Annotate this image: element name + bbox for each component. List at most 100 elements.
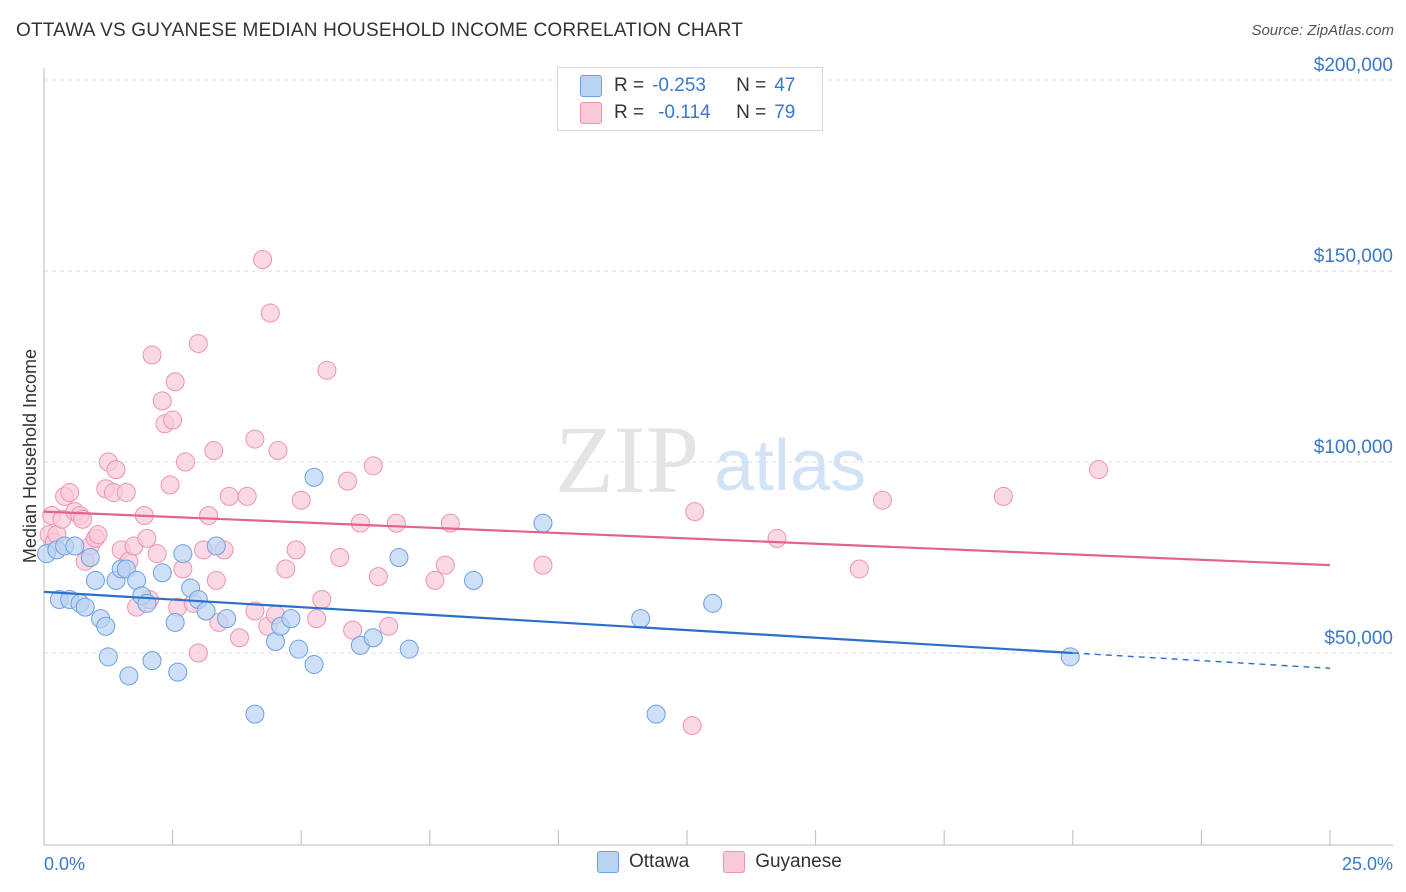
guyanese-point <box>206 570 226 590</box>
guyanese-point <box>188 334 208 354</box>
ottawa-point <box>165 612 185 632</box>
guyanese-point <box>268 441 288 461</box>
ottawa-point <box>65 536 85 556</box>
legend-label-guyanese: Guyanese <box>755 851 842 872</box>
guyanese-point <box>386 513 406 533</box>
x-tick-label: 0.0% <box>44 854 85 874</box>
guyanese-point <box>379 616 399 636</box>
guyanese-point <box>147 544 167 564</box>
guyanese-point <box>245 601 265 621</box>
guyanese-point <box>245 429 265 449</box>
ottawa-point <box>152 563 172 583</box>
ottawa-point <box>304 467 324 487</box>
r-label: R = <box>614 102 645 123</box>
guyanese-point <box>160 475 180 495</box>
guyanese-point <box>199 505 219 525</box>
guyanese-point <box>368 567 388 587</box>
ottawa-point <box>646 704 666 724</box>
guyanese-point <box>237 486 257 506</box>
ottawa-point <box>245 704 265 724</box>
y-tick-labels: $50,000 $100,000 $150,000 $200,000 <box>1314 55 1393 649</box>
legend-item-ottawa[interactable]: Ottawa <box>597 851 689 873</box>
guyanese-point <box>175 452 195 472</box>
guyanese-point <box>872 490 892 510</box>
source-label: Source: ZipAtlas.com <box>1251 22 1394 39</box>
r-value: -0.114 <box>658 102 711 123</box>
watermark-atlas: atlas <box>714 426 866 506</box>
guyanese-point <box>137 528 157 548</box>
ottawa-point <box>96 616 116 636</box>
ottawa-trend-line <box>43 590 1073 655</box>
ottawa-point <box>142 651 162 671</box>
guyanese-point <box>350 513 370 533</box>
x-tick-label: 25.0% <box>1342 854 1393 874</box>
guyanese-point <box>849 559 869 579</box>
correlation-legend: R = -0.253 N = 47 R = -0.114 N = 79 <box>557 67 823 131</box>
y-tick-label: $200,000 <box>1314 55 1393 76</box>
ottawa-point <box>631 609 651 629</box>
grid-lines <box>44 79 1393 654</box>
guyanese-swatch <box>580 102 602 124</box>
trend-lines <box>43 510 1331 669</box>
guyanese-point <box>219 486 239 506</box>
guyanese-point <box>425 570 445 590</box>
ottawa-point <box>206 536 226 556</box>
guyanese-point <box>1089 460 1109 480</box>
ottawa-point <box>703 593 723 613</box>
n-value: 47 <box>774 75 796 96</box>
guyanese-point <box>533 555 553 575</box>
chart-title: OTTAWA VS GUYANESE MEDIAN HOUSEHOLD INCO… <box>16 20 744 41</box>
guyanese-trend-line <box>43 510 1331 567</box>
watermark-zip: ZIP <box>555 406 699 513</box>
guyanese-point <box>767 528 787 548</box>
series-legend: Ottawa Guyanese <box>597 851 876 873</box>
guyanese-point <box>317 360 337 380</box>
ottawa-point <box>399 639 419 659</box>
ottawa-point <box>168 662 188 682</box>
y-axis-title: Median Household Income <box>20 349 40 563</box>
ottawa-swatch <box>580 75 602 97</box>
guyanese-point <box>312 590 332 610</box>
ottawa-point <box>464 570 484 590</box>
guyanese-swatch <box>723 851 746 873</box>
guyanese-point <box>142 345 162 365</box>
ottawa-point <box>85 570 105 590</box>
ottawa-points <box>37 467 1080 724</box>
guyanese-point <box>307 609 327 629</box>
guyanese-point <box>291 490 311 510</box>
ottawa-point <box>196 601 216 621</box>
guyanese-point <box>337 471 357 491</box>
legend-item-guyanese[interactable]: Guyanese <box>723 851 842 873</box>
ottawa-point <box>119 666 139 686</box>
guyanese-points <box>39 250 1109 736</box>
ottawa-point <box>389 548 409 567</box>
ottawa-point <box>304 654 324 674</box>
guyanese-point <box>152 391 172 411</box>
guyanese-point <box>165 372 185 392</box>
guyanese-point <box>204 441 224 461</box>
guyanese-point <box>163 410 183 430</box>
guyanese-point <box>188 643 208 663</box>
r-value: -0.253 <box>652 75 706 96</box>
guyanese-point <box>88 525 108 545</box>
guyanese-point <box>253 250 273 270</box>
guyanese-point <box>343 620 363 640</box>
legend-row-ottawa: R = -0.253 N = 47 <box>580 73 795 99</box>
guyanese-point <box>685 502 705 522</box>
ottawa-point <box>75 597 95 617</box>
ottawa-point <box>363 628 383 648</box>
guyanese-point <box>260 303 280 323</box>
r-label: R = <box>614 75 645 96</box>
ottawa-point <box>281 609 301 629</box>
guyanese-point <box>286 540 306 560</box>
legend-label-ottawa: Ottawa <box>629 851 690 872</box>
ottawa-point <box>217 609 237 629</box>
axes <box>43 68 1393 846</box>
ottawa-point <box>173 544 193 564</box>
y-tick-label: $150,000 <box>1314 246 1393 267</box>
guyanese-point <box>73 509 93 529</box>
guyanese-point <box>229 628 249 648</box>
guyanese-point <box>435 555 455 575</box>
y-tick-label: $50,000 <box>1324 628 1393 649</box>
